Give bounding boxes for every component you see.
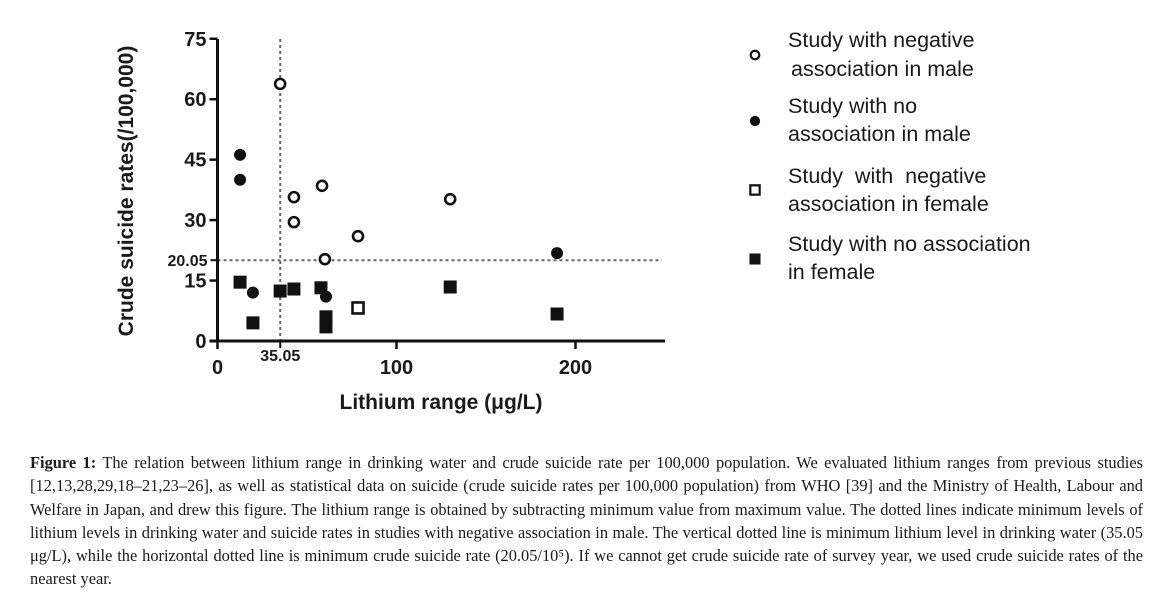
x-tick-label: 0 [212,357,223,379]
legend-label: association in female [788,192,989,216]
data-point-filled-square [287,282,301,296]
legend-item: Study with negative association in female [749,164,989,216]
figure-caption: Figure 1: The relation between lithium r… [30,451,1143,591]
data-point-filled-circle [246,286,259,299]
reference-lines: 35.05 20.05 [167,39,662,365]
data-point-open-circle [287,215,301,229]
data-point-filled-circle [551,247,564,260]
legend-label: Study with negative [788,28,974,52]
legend-marker-open-circle [749,49,761,61]
y-tick-label: 75 [184,29,206,51]
data-point-filled-circle [234,148,247,161]
data-point-filled-circle [319,290,332,303]
y-tick-label: 30 [184,210,206,232]
legend-item: Study with no association in male [749,94,971,146]
data-points [233,77,564,334]
data-point-filled-square [246,316,260,330]
legend-item: Study with negative association in male [749,28,974,81]
y-tick-label: 60 [184,89,206,111]
caption-label: Figure 1: [30,453,97,472]
legend-marker-filled-square [749,253,761,265]
legend-label: Study with no [788,94,917,118]
legend-marker-open-square [749,184,761,196]
data-point-filled-square [319,310,333,324]
data-point-open-square [351,301,365,315]
legend-label: in female [788,260,875,284]
x-tick-label: 100 [380,357,413,379]
data-point-filled-square [273,284,287,298]
data-point-open-circle [273,77,287,91]
scatter-chart: 35.05 20.05 0 15 30 45 60 75 0 100 200 Lithium ra… [115,28,1031,414]
ticks: 0 15 30 45 60 75 0 100 200 [184,29,592,379]
legend-label: association in male [791,57,974,81]
data-point-open-circle [287,190,301,204]
y-tick-label: 15 [184,271,206,293]
x-tick-label: 200 [559,357,592,379]
legend-label: Study with no association [788,232,1031,256]
horizontal-reference-label: 20.05 [167,253,207,270]
data-point-open-circle [318,252,332,266]
vertical-reference-label: 35.05 [260,348,300,365]
data-point-filled-square [550,307,564,321]
y-tick-label: 0 [195,331,206,353]
data-point-open-circle [315,179,329,193]
x-axis-title: Lithium range (μg/L) [340,391,543,414]
y-axis-title: Crude suicide rates(/100,000) [115,46,138,337]
legend-label: association in male [788,122,971,146]
axes [209,39,665,343]
legend-item: Study with no association in female [749,232,1031,284]
data-point-filled-circle [234,173,247,186]
data-point-filled-square [319,320,333,334]
data-point-open-circle [351,229,365,243]
data-point-filled-square [233,275,247,289]
caption-text: The relation between lithium range in dr… [30,453,1143,589]
legend-label: Study with negative [788,164,986,188]
data-point-filled-square [443,280,457,294]
y-tick-label: 45 [184,150,206,172]
legend-marker-filled-circle [749,115,761,127]
data-point-open-circle [443,192,457,206]
